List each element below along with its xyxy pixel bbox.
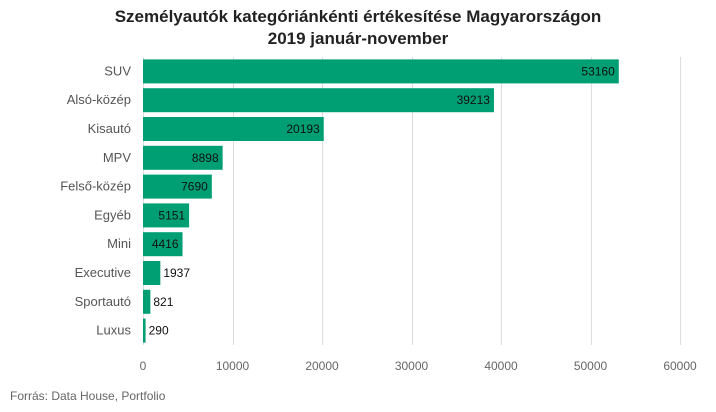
value-label: 39213 (457, 93, 491, 107)
value-label: 5151 (158, 208, 185, 222)
source-note: Forrás: Data House, Portfolio (10, 389, 166, 403)
category-label: MPV (103, 150, 132, 165)
x-tick-label: 0 (140, 359, 147, 373)
bar (143, 289, 151, 314)
category-label: Egyéb (94, 207, 131, 222)
bar (143, 232, 183, 257)
bar (143, 145, 223, 170)
bar (143, 174, 212, 199)
category-label: Sportautó (75, 294, 131, 309)
value-label: 821 (153, 295, 173, 309)
bar (143, 117, 324, 141)
category-label: Luxus (96, 323, 131, 338)
category-label: Felső-közép (60, 179, 131, 194)
x-tick-label: 60000 (663, 359, 697, 373)
value-label: 1937 (163, 266, 190, 280)
value-label: 8898 (192, 151, 219, 165)
value-label: 4416 (152, 237, 179, 251)
value-label: 53160 (581, 64, 615, 78)
bar (143, 203, 190, 228)
category-label: Kisautó (88, 121, 131, 136)
bar (143, 318, 146, 343)
value-label: 20193 (286, 122, 320, 136)
x-tick-label: 20000 (305, 359, 339, 373)
chart-title-line-2: 2019 január-november (267, 29, 449, 48)
category-label: Alsó-közép (67, 92, 131, 107)
x-tick-label: 10000 (216, 359, 250, 373)
bar (143, 59, 619, 84)
category-labels: SUV Alsó-közép Kisautó MPV Felső-közép Egyéb M… (60, 63, 131, 337)
category-label: SUV (104, 63, 131, 78)
category-label: Mini (107, 236, 131, 251)
bar (143, 261, 161, 285)
x-tick-label: 30000 (395, 359, 429, 373)
chart-title-line-1: Személyautók kategóriánkénti értékesítés… (114, 7, 602, 26)
x-tick-label: 50000 (574, 359, 608, 373)
x-tick-labels: 0 10000 20000 30000 40000 50000 60000 (140, 359, 697, 373)
bars (143, 59, 619, 343)
value-labels: 53160 39213 20193 8898 7690 5151 4416 1937 821 29… (149, 64, 616, 337)
value-label: 290 (149, 324, 169, 338)
x-tick-label: 40000 (484, 359, 518, 373)
value-label: 7690 (181, 180, 208, 194)
chart-title: Személyautók kategóriánkénti értékesítés… (0, 6, 716, 50)
bar (143, 88, 494, 113)
category-label: Executive (75, 265, 131, 280)
